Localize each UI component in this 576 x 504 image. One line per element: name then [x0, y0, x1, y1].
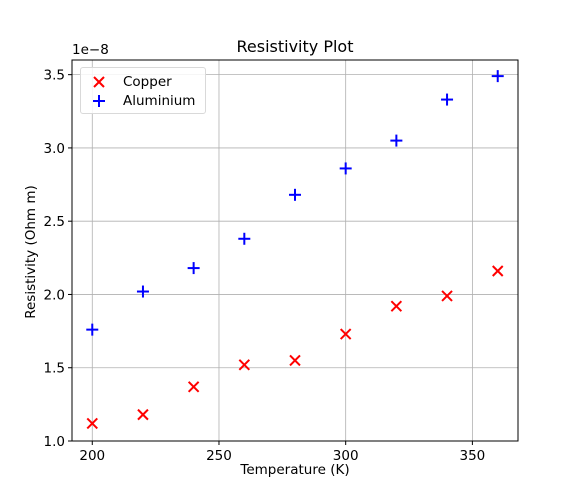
- x-tick-label: 200: [79, 448, 105, 464]
- plus-marker-icon: [93, 95, 105, 107]
- data-point-aluminium: [136, 285, 149, 298]
- y-tick-label: 2.0: [44, 287, 65, 303]
- axis-ticks: 200 250 300 350 1.0 1.5 2.0 2.5 3.0 3.5: [44, 68, 486, 464]
- x-tick-label: 300: [333, 448, 359, 464]
- data-point-copper: [289, 354, 301, 367]
- legend: Copper Aluminium: [80, 67, 206, 114]
- legend-label-aluminium: Aluminium: [123, 93, 196, 109]
- data-point-aluminium: [339, 162, 352, 175]
- chart-title: Resistivity Plot: [236, 37, 354, 56]
- data-point-copper: [187, 381, 200, 393]
- x-axis-label: Temperature (K): [240, 462, 350, 478]
- data-point-aluminium: [187, 262, 200, 275]
- x-tick-label: 350: [459, 448, 485, 464]
- y-tick-label: 2.5: [44, 214, 65, 230]
- data-point-copper: [339, 328, 352, 340]
- grid-lines: [72, 60, 518, 442]
- data-point-copper: [137, 408, 149, 421]
- x-tick-label: 250: [206, 448, 232, 464]
- legend-item-copper: Copper: [89, 72, 172, 92]
- x-marker-icon: [93, 76, 105, 88]
- y-axis-label: Resistivity (Ohm m): [23, 185, 39, 319]
- axes-frame: [71, 59, 519, 442]
- y-axis-offset-label: 1e−8: [72, 42, 109, 58]
- data-point-aluminium: [441, 93, 454, 106]
- data-point-aluminium: [491, 70, 504, 83]
- y-tick-label: 1.0: [44, 434, 65, 450]
- y-tick-label: 3.5: [44, 68, 65, 84]
- data-point-aluminium: [289, 188, 301, 201]
- data-markers: [86, 70, 504, 430]
- legend-label-copper: Copper: [123, 74, 172, 90]
- data-point-aluminium: [238, 232, 251, 245]
- data-point-copper: [441, 290, 453, 302]
- data-point-aluminium: [86, 323, 99, 336]
- data-point-copper: [390, 300, 403, 312]
- y-tick-label: 1.5: [44, 361, 65, 377]
- data-point-copper: [492, 265, 504, 277]
- y-tick-label: 3.0: [44, 141, 65, 157]
- legend-item-aluminium: Aluminium: [89, 91, 195, 111]
- data-point-copper: [86, 417, 98, 430]
- data-point-aluminium: [390, 134, 403, 147]
- data-point-copper: [238, 359, 251, 371]
